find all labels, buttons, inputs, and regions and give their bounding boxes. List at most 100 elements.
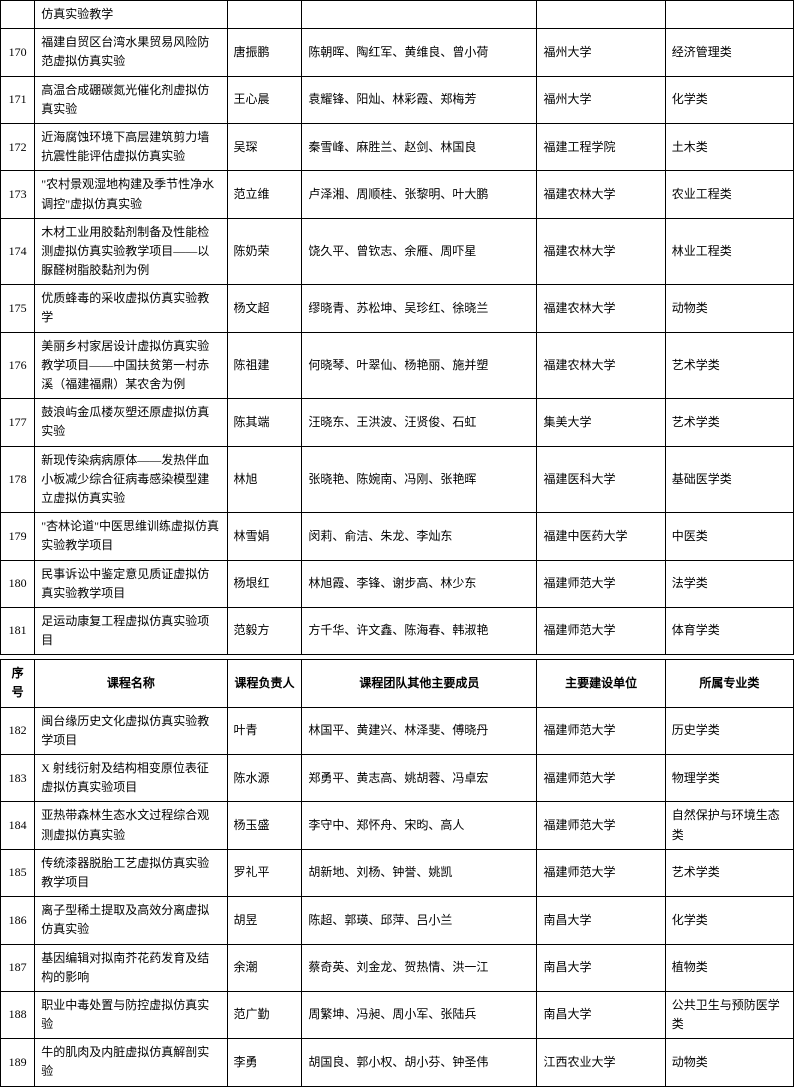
cell-cat: 化学类: [665, 76, 793, 123]
cell-num: 186: [1, 897, 35, 944]
cell-name: X 射线衍射及结构相变原位表征虚拟仿真实验项目: [35, 755, 227, 802]
cell-unit: 江西农业大学: [537, 1039, 665, 1086]
header-cat: 所属专业类: [665, 660, 793, 707]
cell-cat: 历史学类: [665, 707, 793, 754]
cell-team: 胡新地、刘杨、钟誉、姚凯: [302, 849, 537, 896]
cell-unit: 福建师范大学: [537, 707, 665, 754]
cell-team: 胡国良、郭小权、胡小芬、钟圣伟: [302, 1039, 537, 1086]
cell-team: 郑勇平、黄志高、姚胡蓉、冯卓宏: [302, 755, 537, 802]
table-row: 188职业中毒处置与防控虚拟仿真实验范广勤周繁坤、冯昶、周小军、张陆兵南昌大学公…: [1, 991, 794, 1038]
cell-name: 美丽乡村家居设计虚拟仿真实验教学项目——中国扶贫第一村赤溪（福建福鼎）某农舍为例: [35, 332, 227, 399]
cell-name: "农村景观湿地构建及季节性净水调控"虚拟仿真实验: [35, 171, 227, 218]
cell-team: 周繁坤、冯昶、周小军、张陆兵: [302, 991, 537, 1038]
cell-leader: 杨文超: [227, 285, 302, 332]
course-table-top: 仿真实验教学 170福建自贸区台湾水果贸易风险防范虚拟仿真实验唐振鹏陈朝晖、陶红…: [0, 0, 794, 655]
cell-leader: 杨玉盛: [227, 802, 302, 849]
cell-team: 陈朝晖、陶红军、黄维良、曾小荷: [302, 29, 537, 76]
cell-name: "杏林论道"中医思维训练虚拟仿真实验教学项目: [35, 513, 227, 560]
cell-leader: 范毅方: [227, 607, 302, 654]
cell-leader: 叶青: [227, 707, 302, 754]
table-row: 174木材工业用胶黏剂制备及性能检测虚拟仿真实验教学项目——以脲醛树脂胶黏剂为例…: [1, 218, 794, 285]
cell-cat: 植物类: [665, 944, 793, 991]
table-row: 179"杏林论道"中医思维训练虚拟仿真实验教学项目林雪娟闵莉、俞洁、朱龙、李灿东…: [1, 513, 794, 560]
cell-num: 184: [1, 802, 35, 849]
cell-num: 175: [1, 285, 35, 332]
cell-num: 177: [1, 399, 35, 446]
cell-name: 牛的肌肉及内脏虚拟仿真解剖实验: [35, 1039, 227, 1086]
cell-team: 秦雪峰、麻胜兰、赵剑、林国良: [302, 123, 537, 170]
cell-num: 174: [1, 218, 35, 285]
table-row: 175优质蜂毒的采收虚拟仿真实验教学杨文超缪晓青、苏松坤、吴珍红、徐晓兰福建农林…: [1, 285, 794, 332]
cell-name: 优质蜂毒的采收虚拟仿真实验教学: [35, 285, 227, 332]
cell-team: 卢泽湘、周顺桂、张黎明、叶大鹏: [302, 171, 537, 218]
cell-unit: 南昌大学: [537, 944, 665, 991]
cell-num: 187: [1, 944, 35, 991]
cell-unit: 福建师范大学: [537, 755, 665, 802]
table-row: 186离子型稀土提取及高效分离虚拟仿真实验胡昱陈超、郭瑛、邱萍、吕小兰南昌大学化…: [1, 897, 794, 944]
cell-team: 陈超、郭瑛、邱萍、吕小兰: [302, 897, 537, 944]
cell-cat: 公共卫生与预防医学类: [665, 991, 793, 1038]
cell-cat: 法学类: [665, 560, 793, 607]
cell-unit: 福建农林大学: [537, 218, 665, 285]
header-leader: 课程负责人: [227, 660, 302, 707]
cell-cat: 艺术学类: [665, 332, 793, 399]
table-row: 181足运动康复工程虚拟仿真实验项目范毅方方千华、许文鑫、陈海春、韩淑艳福建师范…: [1, 607, 794, 654]
cell-cat: 林业工程类: [665, 218, 793, 285]
cell-leader: 范立维: [227, 171, 302, 218]
cell-leader: 林旭: [227, 446, 302, 513]
cell-leader: 陈奶荣: [227, 218, 302, 285]
cell-unit: 集美大学: [537, 399, 665, 446]
cell-unit: 福建医科大学: [537, 446, 665, 513]
cell-name: 基因编辑对拟南芥花药发育及结构的影响: [35, 944, 227, 991]
cell-cat: 化学类: [665, 897, 793, 944]
cell-num: 188: [1, 991, 35, 1038]
cell-cat: 自然保护与环境生态类: [665, 802, 793, 849]
table-row: 177鼓浪屿金瓜楼灰塑还原虚拟仿真实验陈其端汪晓东、王洪波、汪贤俊、石虹集美大学…: [1, 399, 794, 446]
cell-num: 181: [1, 607, 35, 654]
cell-unit: 福建中医药大学: [537, 513, 665, 560]
table-row: 170福建自贸区台湾水果贸易风险防范虚拟仿真实验唐振鹏陈朝晖、陶红军、黄维良、曾…: [1, 29, 794, 76]
cell-cat: 经济管理类: [665, 29, 793, 76]
cell-name: 木材工业用胶黏剂制备及性能检测虚拟仿真实验教学项目——以脲醛树脂胶黏剂为例: [35, 218, 227, 285]
table-row: 180民事诉讼中鉴定意见质证虚拟仿真实验教学项目杨垠红林旭霞、李锋、谢步高、林少…: [1, 560, 794, 607]
cell-team: 林旭霞、李锋、谢步高、林少东: [302, 560, 537, 607]
cell-name: 职业中毒处置与防控虚拟仿真实验: [35, 991, 227, 1038]
cell-team: 缪晓青、苏松坤、吴珍红、徐晓兰: [302, 285, 537, 332]
cell-unit: 福建农林大学: [537, 285, 665, 332]
cell-num: 185: [1, 849, 35, 896]
cell-leader: 范广勤: [227, 991, 302, 1038]
cell-cat: 体育学类: [665, 607, 793, 654]
header-unit: 主要建设单位: [537, 660, 665, 707]
cell-unit: 福建师范大学: [537, 560, 665, 607]
table-row: 185传统漆器脱胎工艺虚拟仿真实验教学项目罗礼平胡新地、刘杨、钟誉、姚凯福建师范…: [1, 849, 794, 896]
cell-team: 李守中、郑怀舟、宋昀、高人: [302, 802, 537, 849]
cell-unit: 南昌大学: [537, 991, 665, 1038]
cell-name: 闽台缘历史文化虚拟仿真实验教学项目: [35, 707, 227, 754]
cell-team: 袁耀锋、阳灿、林彩霞、郑梅芳: [302, 76, 537, 123]
cell-leader: 林雪娟: [227, 513, 302, 560]
table-row: 184亚热带森林生态水文过程综合观测虚拟仿真实验杨玉盛李守中、郑怀舟、宋昀、高人…: [1, 802, 794, 849]
table-row: 182闽台缘历史文化虚拟仿真实验教学项目叶青林国平、黄建兴、林泽斐、傅晓丹福建师…: [1, 707, 794, 754]
cell-cat: 中医类: [665, 513, 793, 560]
cell-team: 蔡奇英、刘金龙、贺热情、洪一江: [302, 944, 537, 991]
table-row: 172近海腐蚀环境下高层建筑剪力墙抗震性能评估虚拟仿真实验吴琛秦雪峰、麻胜兰、赵…: [1, 123, 794, 170]
cell-name: 传统漆器脱胎工艺虚拟仿真实验教学项目: [35, 849, 227, 896]
cell-num: 176: [1, 332, 35, 399]
table-row: 189牛的肌肉及内脏虚拟仿真解剖实验李勇胡国良、郭小权、胡小芬、钟圣伟江西农业大…: [1, 1039, 794, 1086]
cell-cat: 基础医学类: [665, 446, 793, 513]
cell-cat: 动物类: [665, 285, 793, 332]
cell-leader: 陈祖建: [227, 332, 302, 399]
table-row: 171高温合成硼碳氮光催化剂虚拟仿真实验王心晨袁耀锋、阳灿、林彩霞、郑梅芳福州大…: [1, 76, 794, 123]
cell-name: 近海腐蚀环境下高层建筑剪力墙抗震性能评估虚拟仿真实验: [35, 123, 227, 170]
cell-cat: 土木类: [665, 123, 793, 170]
cell-leader: 杨垠红: [227, 560, 302, 607]
partial-row: 仿真实验教学: [1, 1, 794, 29]
cell-cat: 物理学类: [665, 755, 793, 802]
cell-leader: 罗礼平: [227, 849, 302, 896]
cell-num: 189: [1, 1039, 35, 1086]
cell-team: 何晓琴、叶翠仙、杨艳丽、施并塑: [302, 332, 537, 399]
cell-name: 亚热带森林生态水文过程综合观测虚拟仿真实验: [35, 802, 227, 849]
cell-num: 172: [1, 123, 35, 170]
table-row: 183X 射线衍射及结构相变原位表征虚拟仿真实验项目陈水源郑勇平、黄志高、姚胡蓉…: [1, 755, 794, 802]
cell-cat: 艺术学类: [665, 849, 793, 896]
